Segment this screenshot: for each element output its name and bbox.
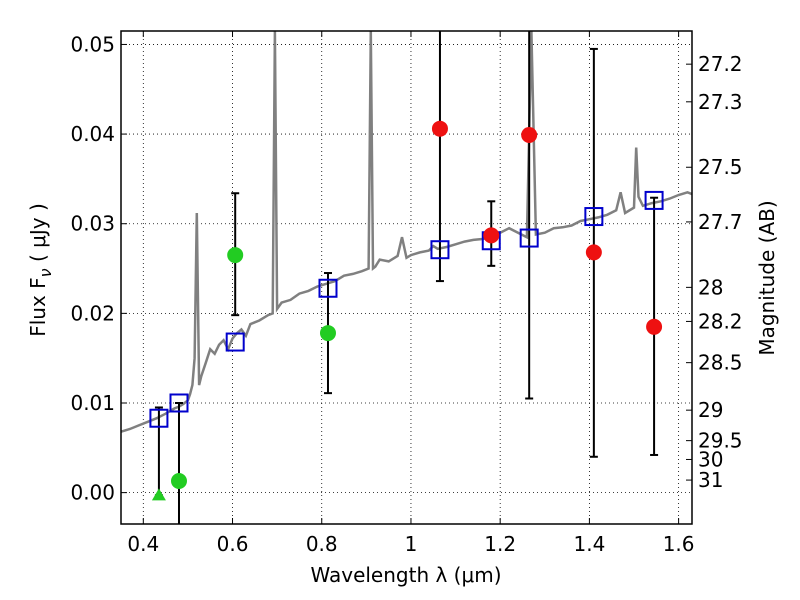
y2-tick-label: 30 (698, 447, 723, 471)
red-data-point (431, 120, 448, 137)
y-axis-title: Flux Fν ( μJy ) (26, 203, 55, 337)
y2-tick-label: 27.2 (698, 52, 743, 76)
model-photometry-square (584, 207, 604, 227)
y2-tick-label: 27.5 (698, 155, 743, 179)
y-tick-label: 0.02 (70, 301, 115, 325)
green-data-point (170, 472, 187, 489)
plot-frame (120, 30, 693, 525)
y-tick-label: 0.05 (70, 32, 115, 56)
plot-series (121, 31, 692, 524)
axis-ticks: 0.4 0.6 0.8 1 1.2 1.4 1.6 0.00 0.01 0.02 0.03 0.04 0… (70, 31, 743, 556)
green-data-point (319, 325, 336, 342)
model-photometry-square (318, 278, 338, 298)
upper-limit-triangle (151, 488, 166, 501)
x-tick-label: 1.2 (484, 532, 516, 556)
model-photometry-square (149, 408, 169, 428)
plot-area (121, 31, 692, 524)
model-photometry-square (644, 190, 664, 210)
y2-axis-title: Magnitude (AB) (755, 200, 779, 355)
model-photometry-square (225, 332, 245, 352)
x-tick-label: 1 (405, 532, 418, 556)
y2-tick-label: 28.2 (698, 309, 743, 333)
y2-tick-label: 29.5 (698, 429, 743, 453)
x-axis-title: Wavelength λ (μm) (310, 563, 501, 587)
y-tick-label: 0.04 (70, 122, 115, 146)
model-photometry-square (169, 393, 189, 413)
y-axis-title-main: Flux F (26, 277, 50, 336)
y2-tick-label: 27.3 (698, 90, 743, 114)
y-tick-label: 0.00 (70, 481, 115, 505)
x-tick-label: 1.4 (573, 532, 605, 556)
y-tick-label: 0.03 (70, 212, 115, 236)
y2-tick-label: 29 (698, 398, 723, 422)
red-data-point (646, 318, 663, 335)
y2-tick-label: 31 (698, 468, 723, 492)
model-photometry-square (430, 240, 450, 260)
red-data-point (585, 244, 602, 261)
y2-tick-label: 28.5 (698, 351, 743, 375)
red-data-point (483, 227, 500, 244)
green-data-point (227, 247, 244, 264)
x-tick-label: 0.6 (217, 532, 249, 556)
y2-axis-label: Magnitude (AB) (755, 200, 779, 355)
y-axis-title-unit: ( μJy ) (26, 203, 50, 268)
x-tick-label: 0.8 (306, 532, 338, 556)
model-photometry-square (519, 228, 539, 248)
y-axis-label: Flux Fν ( μJy ) (26, 203, 55, 337)
x-axis-label: Wavelength λ (μm) (310, 563, 501, 587)
y-tick-label: 0.01 (70, 391, 115, 415)
x-tick-label: 1.6 (663, 532, 695, 556)
x-tick-label: 0.4 (127, 532, 159, 556)
red-data-point (521, 126, 538, 143)
y2-tick-label: 27.7 (698, 210, 743, 234)
y-axis-title-subscript: ν (36, 268, 55, 277)
model-spectrum-line (121, 31, 692, 433)
y2-tick-label: 28 (698, 275, 723, 299)
